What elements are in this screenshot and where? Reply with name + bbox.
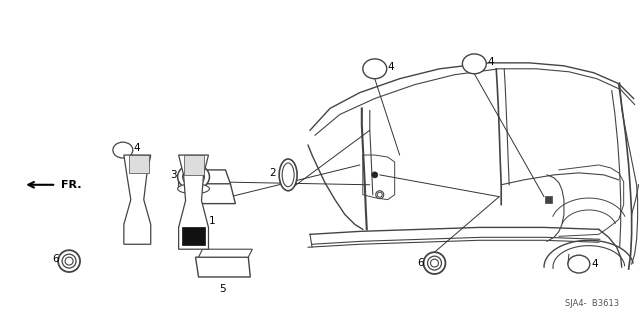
Text: 2: 2 xyxy=(269,168,276,178)
Text: 4: 4 xyxy=(487,57,493,67)
Ellipse shape xyxy=(58,250,80,272)
Ellipse shape xyxy=(377,192,382,197)
Ellipse shape xyxy=(462,54,486,74)
Text: 4: 4 xyxy=(134,143,140,153)
Text: SJA4-  B3613: SJA4- B3613 xyxy=(564,299,619,308)
Ellipse shape xyxy=(113,142,133,158)
Text: 6: 6 xyxy=(52,254,58,264)
Text: 6: 6 xyxy=(417,258,424,268)
Ellipse shape xyxy=(65,257,73,265)
Ellipse shape xyxy=(376,191,384,199)
Text: 5: 5 xyxy=(219,284,226,294)
Text: FR.: FR. xyxy=(61,180,82,190)
Ellipse shape xyxy=(282,163,294,187)
Polygon shape xyxy=(191,170,230,197)
Ellipse shape xyxy=(568,255,590,273)
Bar xyxy=(182,227,205,245)
Text: 1: 1 xyxy=(209,217,216,226)
Ellipse shape xyxy=(182,168,205,186)
Ellipse shape xyxy=(178,184,209,194)
Bar xyxy=(545,196,552,203)
Polygon shape xyxy=(198,249,252,257)
Bar xyxy=(184,155,204,175)
Polygon shape xyxy=(124,155,151,244)
Bar xyxy=(129,155,148,173)
Text: 4: 4 xyxy=(591,259,598,269)
Text: 4: 4 xyxy=(387,62,394,72)
Polygon shape xyxy=(196,257,250,277)
Ellipse shape xyxy=(62,254,76,268)
Text: 3: 3 xyxy=(170,170,177,180)
Polygon shape xyxy=(186,184,236,204)
Ellipse shape xyxy=(372,172,378,178)
Ellipse shape xyxy=(279,159,297,191)
Ellipse shape xyxy=(363,59,387,79)
Ellipse shape xyxy=(431,259,438,267)
Polygon shape xyxy=(179,155,209,249)
Ellipse shape xyxy=(428,256,442,270)
Ellipse shape xyxy=(424,252,445,274)
Ellipse shape xyxy=(178,164,209,190)
